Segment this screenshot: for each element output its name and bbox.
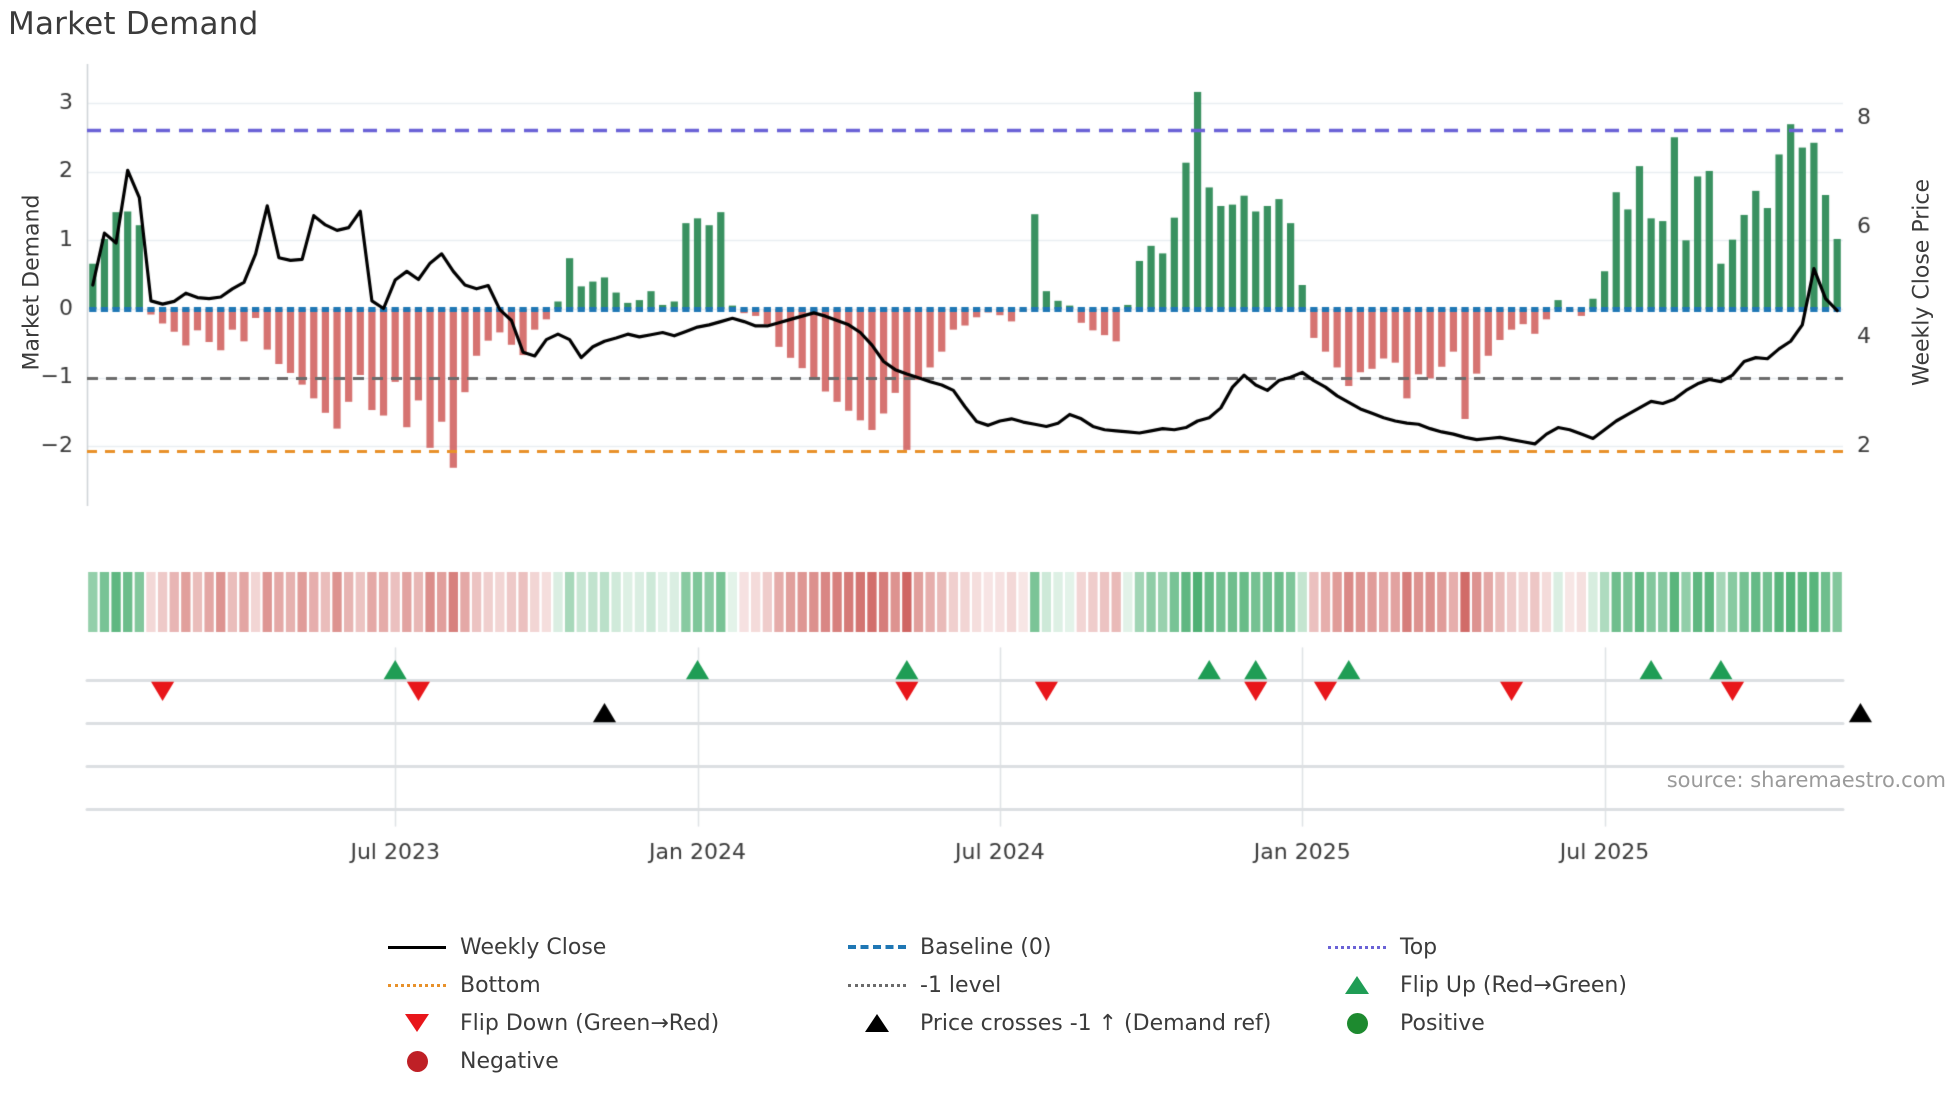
chart-legend: Weekly Close Baseline (0) Top Bottom -1 …: [386, 928, 1786, 1080]
legend-item-negative[interactable]: Negative: [386, 1042, 846, 1080]
legend-label: Weekly Close: [460, 934, 607, 960]
legend-item-baseline[interactable]: Baseline (0): [846, 928, 1326, 966]
legend-item-flip-up[interactable]: Flip Up (Red→Green): [1326, 966, 1786, 1004]
dot-green-icon: [1326, 1011, 1388, 1035]
legend-item-top[interactable]: Top: [1326, 928, 1786, 966]
triangle-down-red-icon: [386, 1011, 448, 1035]
legend-label: Baseline (0): [920, 934, 1052, 960]
legend-label: -1 level: [920, 972, 1002, 998]
triangle-up-black-icon: [846, 1011, 908, 1035]
line-dot-purple-icon: [1326, 935, 1388, 959]
triangle-up-green-icon: [1326, 973, 1388, 997]
dot-red-icon: [386, 1049, 448, 1073]
legend-label: Bottom: [460, 972, 541, 998]
legend-label: Price crosses -1 ↑ (Demand ref): [920, 1010, 1272, 1036]
line-dot-gray-icon: [846, 973, 908, 997]
legend-item-price-crosses-minus-one[interactable]: Price crosses -1 ↑ (Demand ref): [846, 1004, 1326, 1042]
legend-label: Flip Down (Green→Red): [460, 1010, 720, 1036]
y-axis-right-title: Weekly Close Price: [1909, 179, 1935, 386]
legend-item-weekly-close[interactable]: Weekly Close: [386, 928, 846, 966]
legend-item-positive[interactable]: Positive: [1326, 1004, 1786, 1042]
legend-label: Top: [1400, 934, 1438, 960]
legend-item-flip-down[interactable]: Flip Down (Green→Red): [386, 1004, 846, 1042]
line-solid-black-icon: [386, 935, 448, 959]
legend-label: Flip Up (Red→Green): [1400, 972, 1627, 998]
source-attribution: source: sharemaestro.com: [1666, 768, 1946, 792]
line-dot-orange-icon: [386, 973, 448, 997]
y-axis-left-title: Market Demand: [19, 194, 45, 371]
legend-label: Positive: [1400, 1010, 1485, 1036]
legend-label: Negative: [460, 1048, 559, 1074]
line-dash-blue-icon: [846, 935, 908, 959]
legend-item-bottom[interactable]: Bottom: [386, 966, 846, 1004]
legend-item-minus-one-level[interactable]: -1 level: [846, 966, 1326, 1004]
